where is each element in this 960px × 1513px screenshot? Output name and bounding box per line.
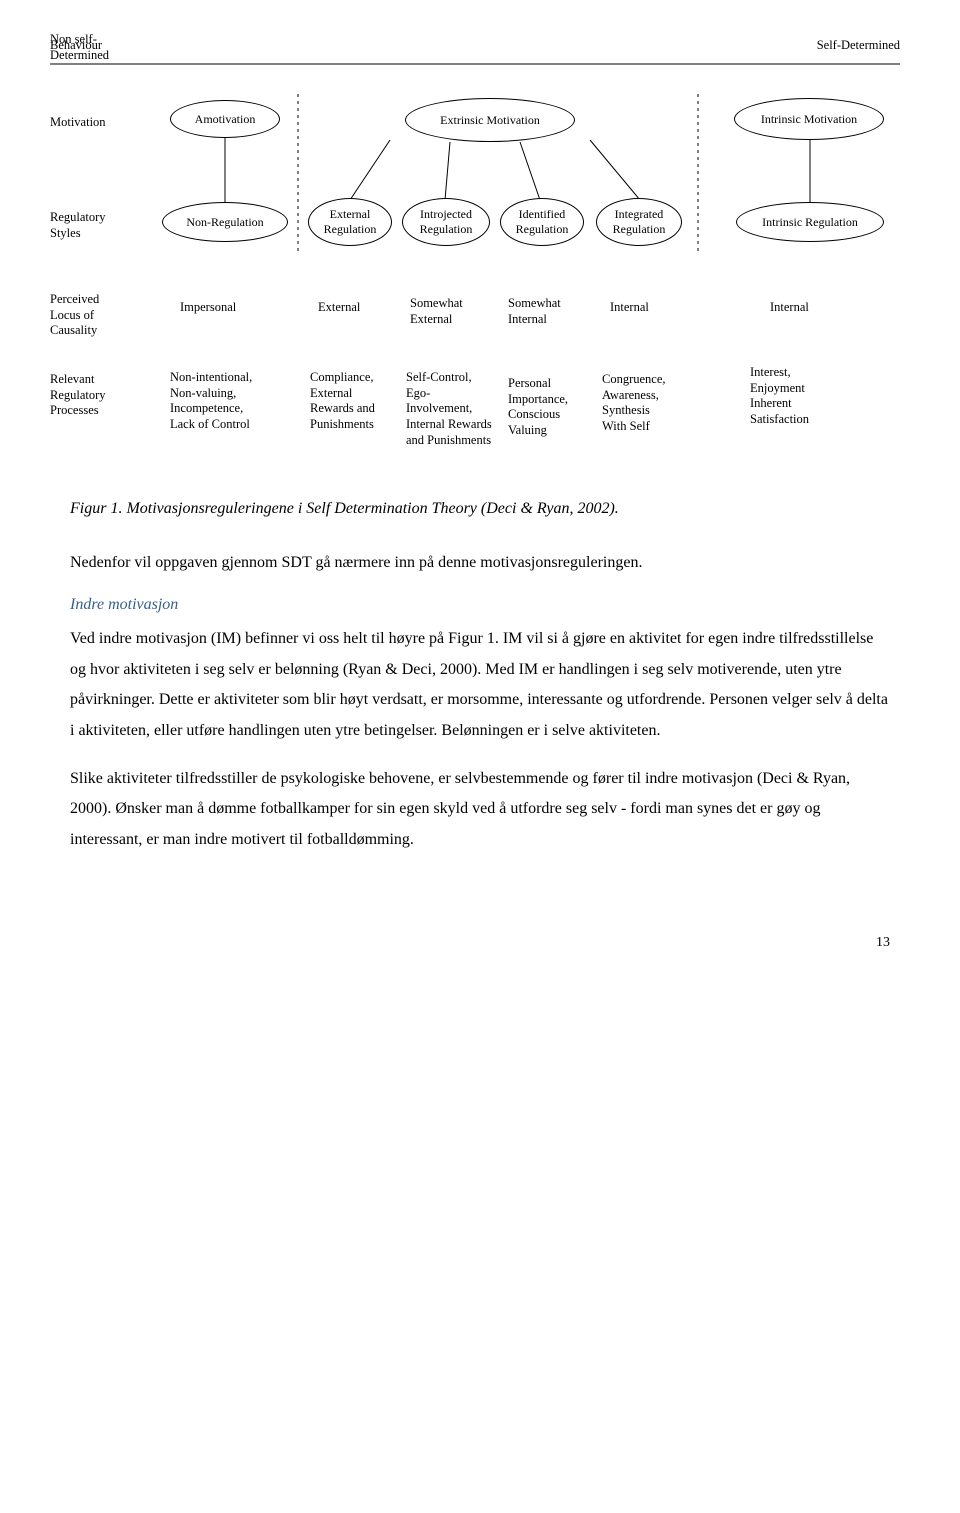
paragraph-1: Nedenfor vil oppgaven gjennom SDT gå nær…: [70, 548, 890, 578]
row-label-regulatory: Regulatory Styles: [50, 210, 106, 241]
node-amotivation: Amotivation: [170, 100, 280, 138]
node-intrinsic: Intrinsic Motivation: [734, 98, 884, 140]
locus-somewhat-ext: Somewhat External: [410, 296, 463, 327]
row-label-locus: Perceived Locus of Causality: [50, 292, 99, 339]
page: Behaviour Motivation Regulatory Styles P…: [0, 0, 960, 991]
behaviour-left: Non self- Determined: [50, 32, 109, 63]
node-introjected-reg: Introjected Regulation: [402, 198, 490, 246]
locus-somewhat-int: Somewhat Internal: [508, 296, 561, 327]
node-integrated-reg: Integrated Regulation: [596, 198, 682, 246]
page-number: 13: [70, 935, 890, 951]
locus-internal-1: Internal: [610, 300, 649, 316]
row-label-motivation: Motivation: [50, 115, 106, 131]
node-nonreg: Non-Regulation: [162, 202, 288, 242]
body-text: Nedenfor vil oppgaven gjennom SDT gå nær…: [70, 548, 890, 855]
row-label-processes: Relevant Regulatory Processes: [50, 372, 106, 419]
node-identified-reg: Identified Regulation: [500, 198, 584, 246]
paragraph-3: Slike aktiviteter tilfredsstiller de psy…: [70, 764, 890, 855]
edge-ext-1: [350, 140, 390, 200]
locus-internal-2: Internal: [770, 300, 809, 316]
behaviour-right: Self-Determined: [817, 38, 900, 54]
node-external-reg: External Regulation: [308, 198, 392, 246]
node-intrinsic-reg: Intrinsic Regulation: [736, 202, 884, 242]
edge-ext-4: [590, 140, 640, 200]
paragraph-2: Ved indre motivasjon (IM) befinner vi os…: [70, 624, 890, 746]
figure-caption: Figur 1. Motivasjonsreguleringene i Self…: [70, 500, 890, 518]
node-extrinsic: Extrinsic Motivation: [405, 98, 575, 142]
proc-c2: Compliance, External Rewards and Punishm…: [310, 370, 375, 433]
proc-c1: Non-intentional, Non-valuing, Incompeten…: [170, 370, 252, 433]
subheading-indre: Indre motivasjon: [70, 596, 890, 614]
proc-c6: Interest, Enjoyment Inherent Satisfactio…: [750, 365, 809, 428]
sdt-diagram: Behaviour Motivation Regulatory Styles P…: [50, 20, 900, 480]
edge-ext-3: [520, 142, 540, 200]
locus-impersonal: Impersonal: [180, 300, 236, 316]
locus-external: External: [318, 300, 360, 316]
proc-c5: Congruence, Awareness, Synthesis With Se…: [602, 372, 666, 435]
proc-c3: Self-Control, Ego- Involvement, Internal…: [406, 370, 492, 448]
proc-c4: Personal Importance, Conscious Valuing: [508, 376, 568, 439]
edge-ext-2: [445, 142, 450, 200]
